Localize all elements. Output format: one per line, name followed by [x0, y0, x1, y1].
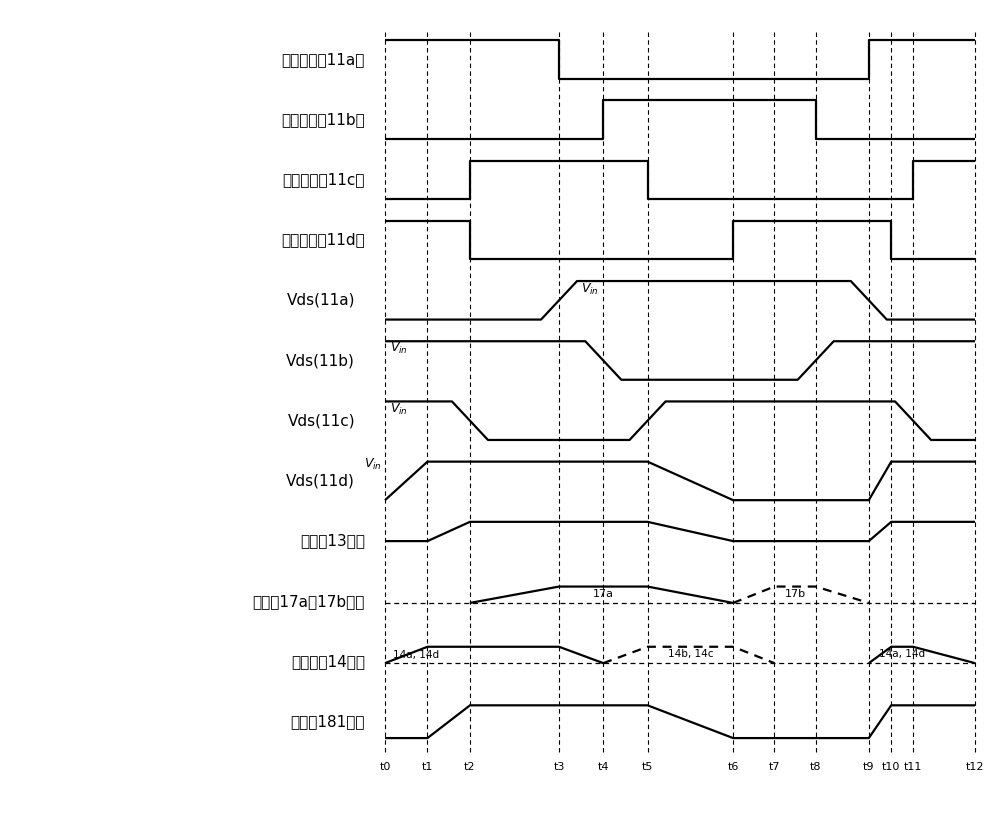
Text: t3: t3: [553, 762, 565, 772]
Text: 栏极信号（11d）: 栏极信号（11d）: [281, 233, 365, 248]
Text: t11: t11: [904, 762, 922, 772]
Text: t6: t6: [727, 762, 739, 772]
Text: t2: t2: [464, 762, 476, 772]
Text: 14a, 14d: 14a, 14d: [879, 649, 925, 659]
Text: t10: t10: [882, 762, 900, 772]
Text: t7: t7: [769, 762, 780, 772]
Text: 14a, 14d: 14a, 14d: [393, 650, 439, 660]
Text: $V_{in}$: $V_{in}$: [581, 282, 599, 297]
Text: 二极管181电流: 二极管181电流: [290, 714, 365, 729]
Text: 栏极信号（11b）: 栏极信号（11b）: [281, 113, 365, 127]
Text: $V_{in}$: $V_{in}$: [390, 402, 408, 417]
Text: 栏极信号（11c）: 栏极信号（11c）: [283, 172, 365, 187]
Text: 变压妇13电流: 变压妇13电流: [300, 533, 365, 549]
Text: 17a: 17a: [593, 589, 614, 599]
Text: Vds(11c): Vds(11c): [287, 413, 355, 428]
Text: Vds(11b): Vds(11b): [286, 353, 355, 368]
Text: t12: t12: [966, 762, 984, 772]
Text: t0: t0: [379, 762, 391, 772]
Text: 17b: 17b: [784, 589, 806, 599]
Text: 二极管17a、17b电流: 二极管17a、17b电流: [253, 594, 365, 609]
Text: Vds(11d): Vds(11d): [286, 474, 355, 488]
Text: t8: t8: [810, 762, 821, 772]
Text: Vds(11a): Vds(11a): [287, 293, 355, 307]
Text: t4: t4: [598, 762, 609, 772]
Text: 整流电路14电流: 整流电路14电流: [291, 654, 365, 669]
Text: 14b, 14c: 14b, 14c: [668, 649, 713, 659]
Text: t1: t1: [422, 762, 433, 772]
Text: $V_{in}$: $V_{in}$: [364, 457, 382, 472]
Text: $V_{in}$: $V_{in}$: [390, 341, 408, 356]
Text: t5: t5: [642, 762, 653, 772]
Text: t9: t9: [863, 762, 875, 772]
Text: 栏极信号（11a）: 栏极信号（11a）: [282, 52, 365, 67]
